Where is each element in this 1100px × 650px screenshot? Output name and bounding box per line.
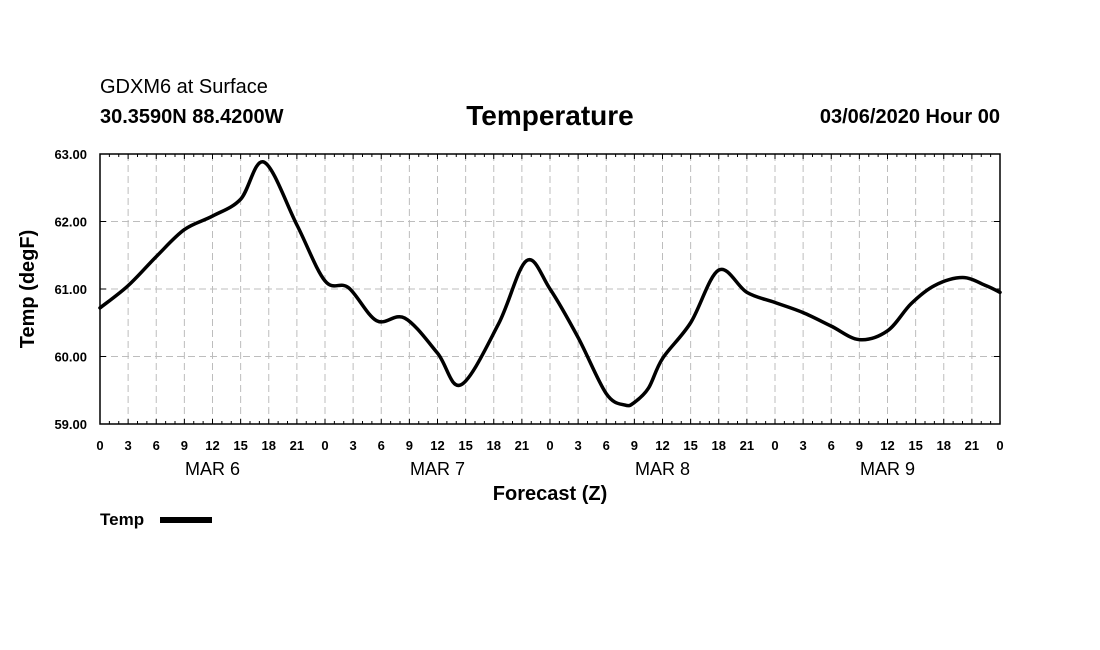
x-tick-label: 3	[575, 438, 582, 453]
y-tick-label: 63.00	[54, 147, 87, 162]
x-tick-label: 3	[350, 438, 357, 453]
y-tick-label: 59.00	[54, 417, 87, 432]
x-tick-label: 6	[603, 438, 610, 453]
day-label: MAR 9	[860, 459, 915, 479]
legend-swatch-temp	[160, 517, 212, 523]
legend: Temp	[100, 510, 212, 529]
coordinates-label: 30.3590N 88.4200W	[100, 106, 284, 128]
x-tick-label: 6	[153, 438, 160, 453]
x-tick-label: 3	[125, 438, 132, 453]
x-axis-label: Forecast (Z)	[493, 483, 607, 505]
day-label: MAR 8	[635, 459, 690, 479]
x-tick-label: 18	[487, 438, 501, 453]
x-tick-label: 0	[546, 438, 553, 453]
x-tick-label: 21	[515, 438, 529, 453]
x-tick-label: 3	[800, 438, 807, 453]
chart-title: Temperature	[466, 100, 634, 131]
x-tick-label: 12	[880, 438, 894, 453]
x-tick-label: 0	[771, 438, 778, 453]
y-tick-label: 60.00	[54, 350, 87, 365]
x-tick-label: 0	[996, 438, 1003, 453]
x-tick-label: 9	[181, 438, 188, 453]
x-tick-label: 9	[856, 438, 863, 453]
x-tick-label: 9	[631, 438, 638, 453]
x-tick-label: 12	[655, 438, 669, 453]
x-tick-label: 18	[712, 438, 726, 453]
plot-frame	[99, 153, 1001, 425]
day-label: MAR 6	[185, 459, 240, 479]
x-tick-label: 15	[908, 438, 922, 453]
grid	[100, 154, 1000, 424]
x-tick-labels: 0 3 6 9 12 15 18 21 0 3 6 9 12 15 18 21 0 3 6 9 12 15 18 21 0 3 6 9…	[96, 438, 1003, 453]
x-tick-label: 6	[378, 438, 385, 453]
x-tick-label: 0	[321, 438, 328, 453]
x-tick-label: 6	[828, 438, 835, 453]
x-tick-label: 0	[96, 438, 103, 453]
x-tick-label: 9	[406, 438, 413, 453]
x-tick-label: 15	[683, 438, 697, 453]
day-label: MAR 7	[410, 459, 465, 479]
y-tick-label: 61.00	[54, 282, 87, 297]
forecast-datetime: 03/06/2020 Hour 00	[819, 106, 1000, 128]
x-tick-label: 18	[937, 438, 951, 453]
station-label: GDXM6 at Surface	[100, 76, 268, 98]
x-tick-label: 15	[233, 438, 247, 453]
x-tick-label: 12	[205, 438, 219, 453]
x-tick-label: 12	[430, 438, 444, 453]
y-axis-label: Temp (degF)	[17, 230, 39, 349]
x-tick-label: 21	[965, 438, 979, 453]
x-tick-label: 18	[262, 438, 276, 453]
y-tick-labels: 59.00 60.00 61.00 62.00 63.00	[54, 147, 87, 432]
day-labels: MAR 6 MAR 7 MAR 8 MAR 9	[185, 459, 915, 479]
series-line-temp	[98, 160, 1002, 408]
x-tick-label: 15	[458, 438, 472, 453]
y-tick-label: 62.00	[54, 215, 87, 230]
legend-label-temp: Temp	[100, 510, 144, 529]
x-tick-label: 21	[740, 438, 754, 453]
x-tick-label: 21	[290, 438, 304, 453]
